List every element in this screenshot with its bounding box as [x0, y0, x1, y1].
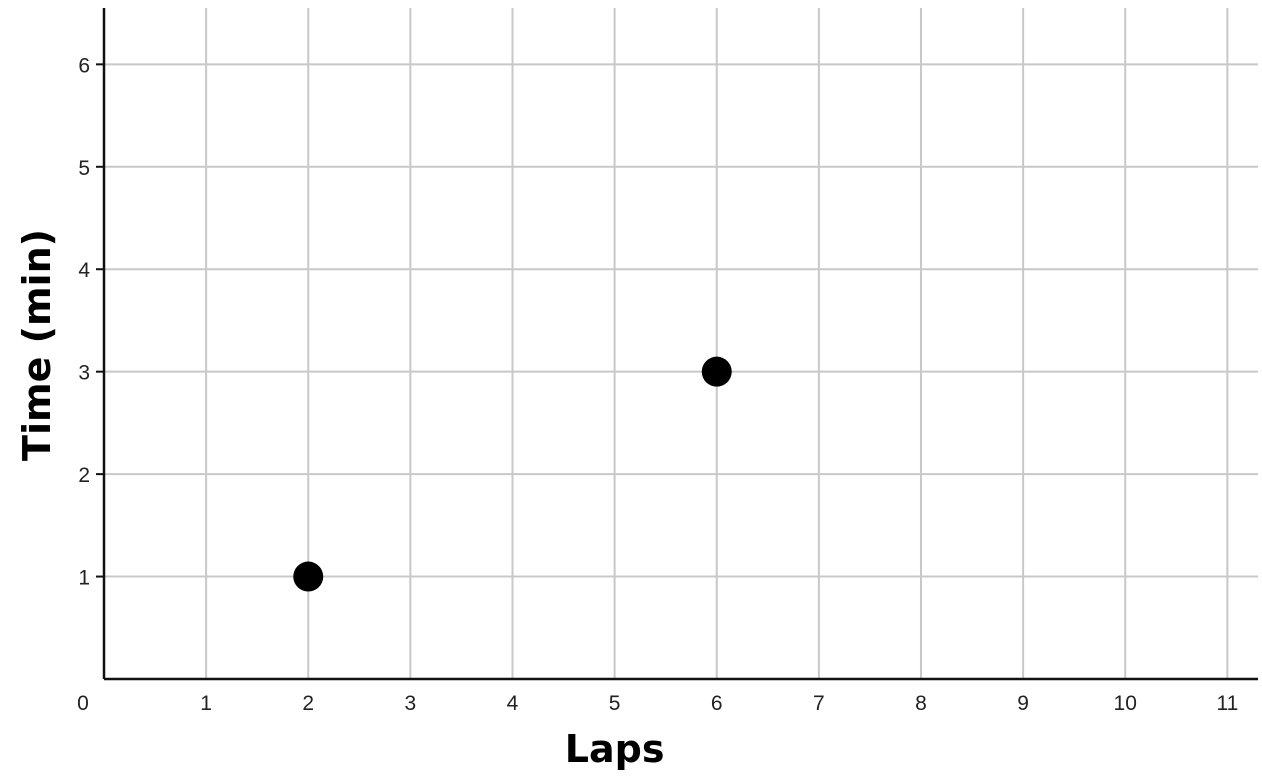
- x-tick-label: 8: [915, 692, 927, 715]
- x-tick-label: 9: [1017, 692, 1029, 715]
- y-tick-label: 2: [78, 464, 90, 487]
- y-tick-label: 1: [78, 567, 90, 590]
- x-tick-label: 1: [200, 692, 212, 715]
- x-tick-label: 5: [609, 692, 621, 715]
- data-point: [701, 356, 732, 387]
- x-tick-label: 10: [1114, 692, 1137, 715]
- x-tick-label: 4: [507, 692, 519, 715]
- y-axis-title: Time (min): [15, 229, 59, 461]
- x-tick-label: 11: [1216, 692, 1238, 715]
- grid-layer: [104, 8, 1258, 679]
- data-point: [293, 561, 324, 592]
- y-tick-label: 6: [78, 54, 90, 77]
- axis-layer: [96, 8, 1258, 681]
- y-tick-label: 4: [78, 259, 90, 282]
- x-tick-label: 2: [302, 692, 314, 715]
- x-tick-label: 7: [813, 692, 825, 715]
- x-tick-label: 0: [77, 692, 89, 715]
- x-tick-label: 3: [405, 692, 417, 715]
- y-tick-label: 5: [78, 157, 90, 180]
- y-tick-label: 3: [78, 362, 90, 385]
- data-point-layer: [293, 356, 732, 592]
- x-axis-title: Laps: [565, 727, 665, 771]
- tick-label-layer: 1 2 3 4 5 6 0 1 2 3 4 5 6 7 8 9 10 11: [77, 54, 1238, 715]
- x-tick-label: 6: [711, 692, 723, 715]
